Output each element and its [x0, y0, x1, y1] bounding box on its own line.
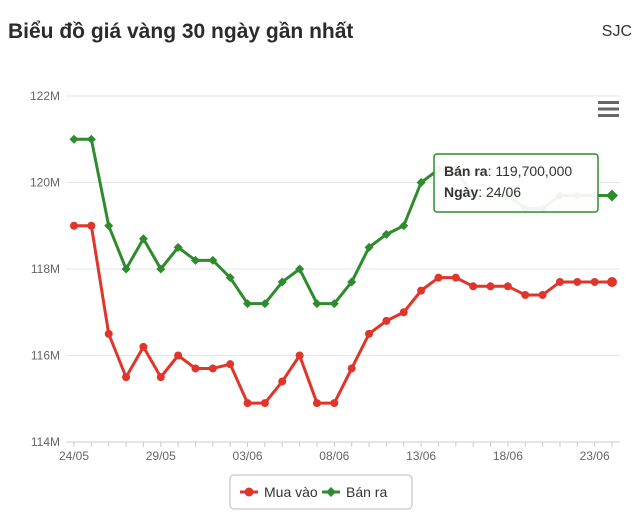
data-point-sell[interactable] — [260, 299, 270, 309]
data-point-sell[interactable] — [399, 221, 409, 231]
data-point-buy[interactable] — [538, 290, 547, 299]
y-tick-label: 120M — [30, 176, 60, 190]
legend-label: Mua vào — [264, 484, 318, 500]
data-point-buy[interactable] — [590, 277, 599, 286]
data-point-buy[interactable] — [503, 282, 512, 291]
data-point-sell[interactable] — [329, 299, 339, 309]
data-point-buy[interactable] — [87, 221, 96, 230]
data-point-buy[interactable] — [330, 399, 339, 408]
x-tick-label: 08/06 — [319, 449, 349, 463]
data-point-buy[interactable] — [451, 273, 460, 282]
data-point-sell[interactable] — [364, 242, 374, 252]
data-point-sell[interactable] — [121, 264, 131, 274]
y-tick-label: 114M — [31, 435, 60, 449]
data-point-sell[interactable] — [208, 255, 218, 265]
data-point-sell[interactable] — [156, 264, 166, 274]
data-point-buy[interactable] — [399, 308, 408, 317]
data-point-buy[interactable] — [226, 360, 235, 369]
hamburger-menu-icon-bar[interactable] — [598, 107, 619, 111]
data-point-buy[interactable] — [139, 342, 148, 351]
data-point-sell[interactable] — [277, 277, 287, 287]
data-point-sell[interactable] — [606, 189, 618, 202]
data-point-buy[interactable] — [312, 399, 321, 408]
x-tick-label: 18/06 — [493, 449, 523, 463]
tooltip-date: : 24/06 — [478, 184, 521, 200]
data-point-buy[interactable] — [417, 286, 426, 295]
data-point-sell[interactable] — [225, 273, 235, 283]
series-buy — [70, 221, 617, 408]
data-point-buy[interactable] — [295, 351, 304, 360]
tooltip-box — [433, 153, 599, 213]
data-point-buy[interactable] — [208, 364, 217, 373]
legend-item-buy[interactable]: Mua vào — [240, 484, 318, 500]
tooltip-value-line: Bán ra: 119,700,000 — [444, 163, 572, 179]
data-point-sell[interactable] — [381, 229, 391, 239]
data-point-sell[interactable] — [416, 178, 426, 187]
data-point-sell[interactable] — [86, 134, 96, 144]
x-tick-label: 24/05 — [59, 449, 89, 463]
axes: 114M 116M 118M 120M 122M 24/05 29/05 03/06 08/06… — [30, 89, 620, 463]
data-point-buy[interactable] — [174, 351, 183, 360]
data-point-buy[interactable] — [365, 329, 374, 338]
data-point-sell[interactable] — [138, 234, 148, 244]
legend[interactable]: Mua vào Bán ra — [229, 474, 413, 510]
y-tick-label: 116M — [31, 349, 60, 363]
data-point-buy[interactable] — [486, 282, 495, 291]
data-point-sell[interactable] — [312, 299, 322, 309]
data-point-buy[interactable] — [243, 399, 252, 408]
data-point-buy[interactable] — [278, 377, 287, 386]
data-point-sell[interactable] — [104, 221, 114, 231]
x-tick-label: 29/05 — [146, 449, 176, 463]
data-point-buy[interactable] — [521, 290, 530, 299]
legend-label: Bán ra — [346, 484, 387, 500]
legend-box — [229, 474, 413, 510]
chart-header: Biểu đồ giá vàng 30 ngày gần nhất SJC — [0, 0, 640, 60]
tooltip-date-label: Ngày — [444, 184, 478, 200]
data-point-buy[interactable] — [382, 316, 391, 325]
hamburger-menu-icon[interactable] — [598, 101, 619, 104]
data-point-buy[interactable] — [104, 329, 113, 338]
data-point-sell[interactable] — [347, 277, 357, 287]
source-label: SJC — [601, 23, 632, 40]
data-point-buy[interactable] — [607, 276, 617, 287]
x-tick-label: 03/06 — [233, 449, 263, 463]
data-point-buy[interactable] — [434, 273, 443, 282]
data-point-buy[interactable] — [191, 364, 200, 373]
hamburger-menu-icon-bar[interactable] — [598, 114, 619, 117]
grid-lines — [66, 95, 620, 443]
data-point-buy[interactable] — [555, 277, 564, 286]
data-point-sell[interactable] — [190, 255, 200, 265]
chart-menu-button[interactable] — [594, 96, 624, 122]
data-point-sell[interactable] — [243, 299, 253, 309]
data-point-sell[interactable] — [295, 264, 305, 274]
tooltip-series-label: Bán ra — [444, 163, 488, 179]
legend-marker — [326, 487, 336, 497]
tooltip-date-line: Ngày: 24/06 — [444, 184, 521, 200]
legend-item-sell[interactable]: Bán ra — [322, 484, 387, 500]
x-tick-label: 23/06 — [580, 449, 610, 463]
data-point-buy[interactable] — [469, 282, 478, 291]
y-tick-label: 118M — [31, 262, 60, 276]
page-title: Biểu đồ giá vàng 30 ngày gần nhất — [8, 20, 354, 43]
y-tick-label: 122M — [30, 89, 60, 103]
data-point-buy[interactable] — [70, 221, 78, 230]
data-point-buy[interactable] — [260, 399, 269, 408]
series-line — [74, 224, 612, 405]
tooltip-value: : 119,700,000 — [488, 163, 573, 179]
data-point-buy[interactable] — [347, 364, 356, 373]
legend-marker — [244, 487, 254, 497]
data-point-buy[interactable] — [573, 277, 582, 286]
data-point-sell[interactable] — [69, 134, 79, 144]
data-point-buy[interactable] — [156, 373, 165, 382]
chart-tooltip: Bán ra: 119,700,000 Ngày: 24/06 — [433, 153, 599, 213]
x-tick-label: 13/06 — [406, 449, 436, 463]
data-point-sell[interactable] — [173, 242, 183, 252]
data-point-buy[interactable] — [122, 373, 131, 382]
